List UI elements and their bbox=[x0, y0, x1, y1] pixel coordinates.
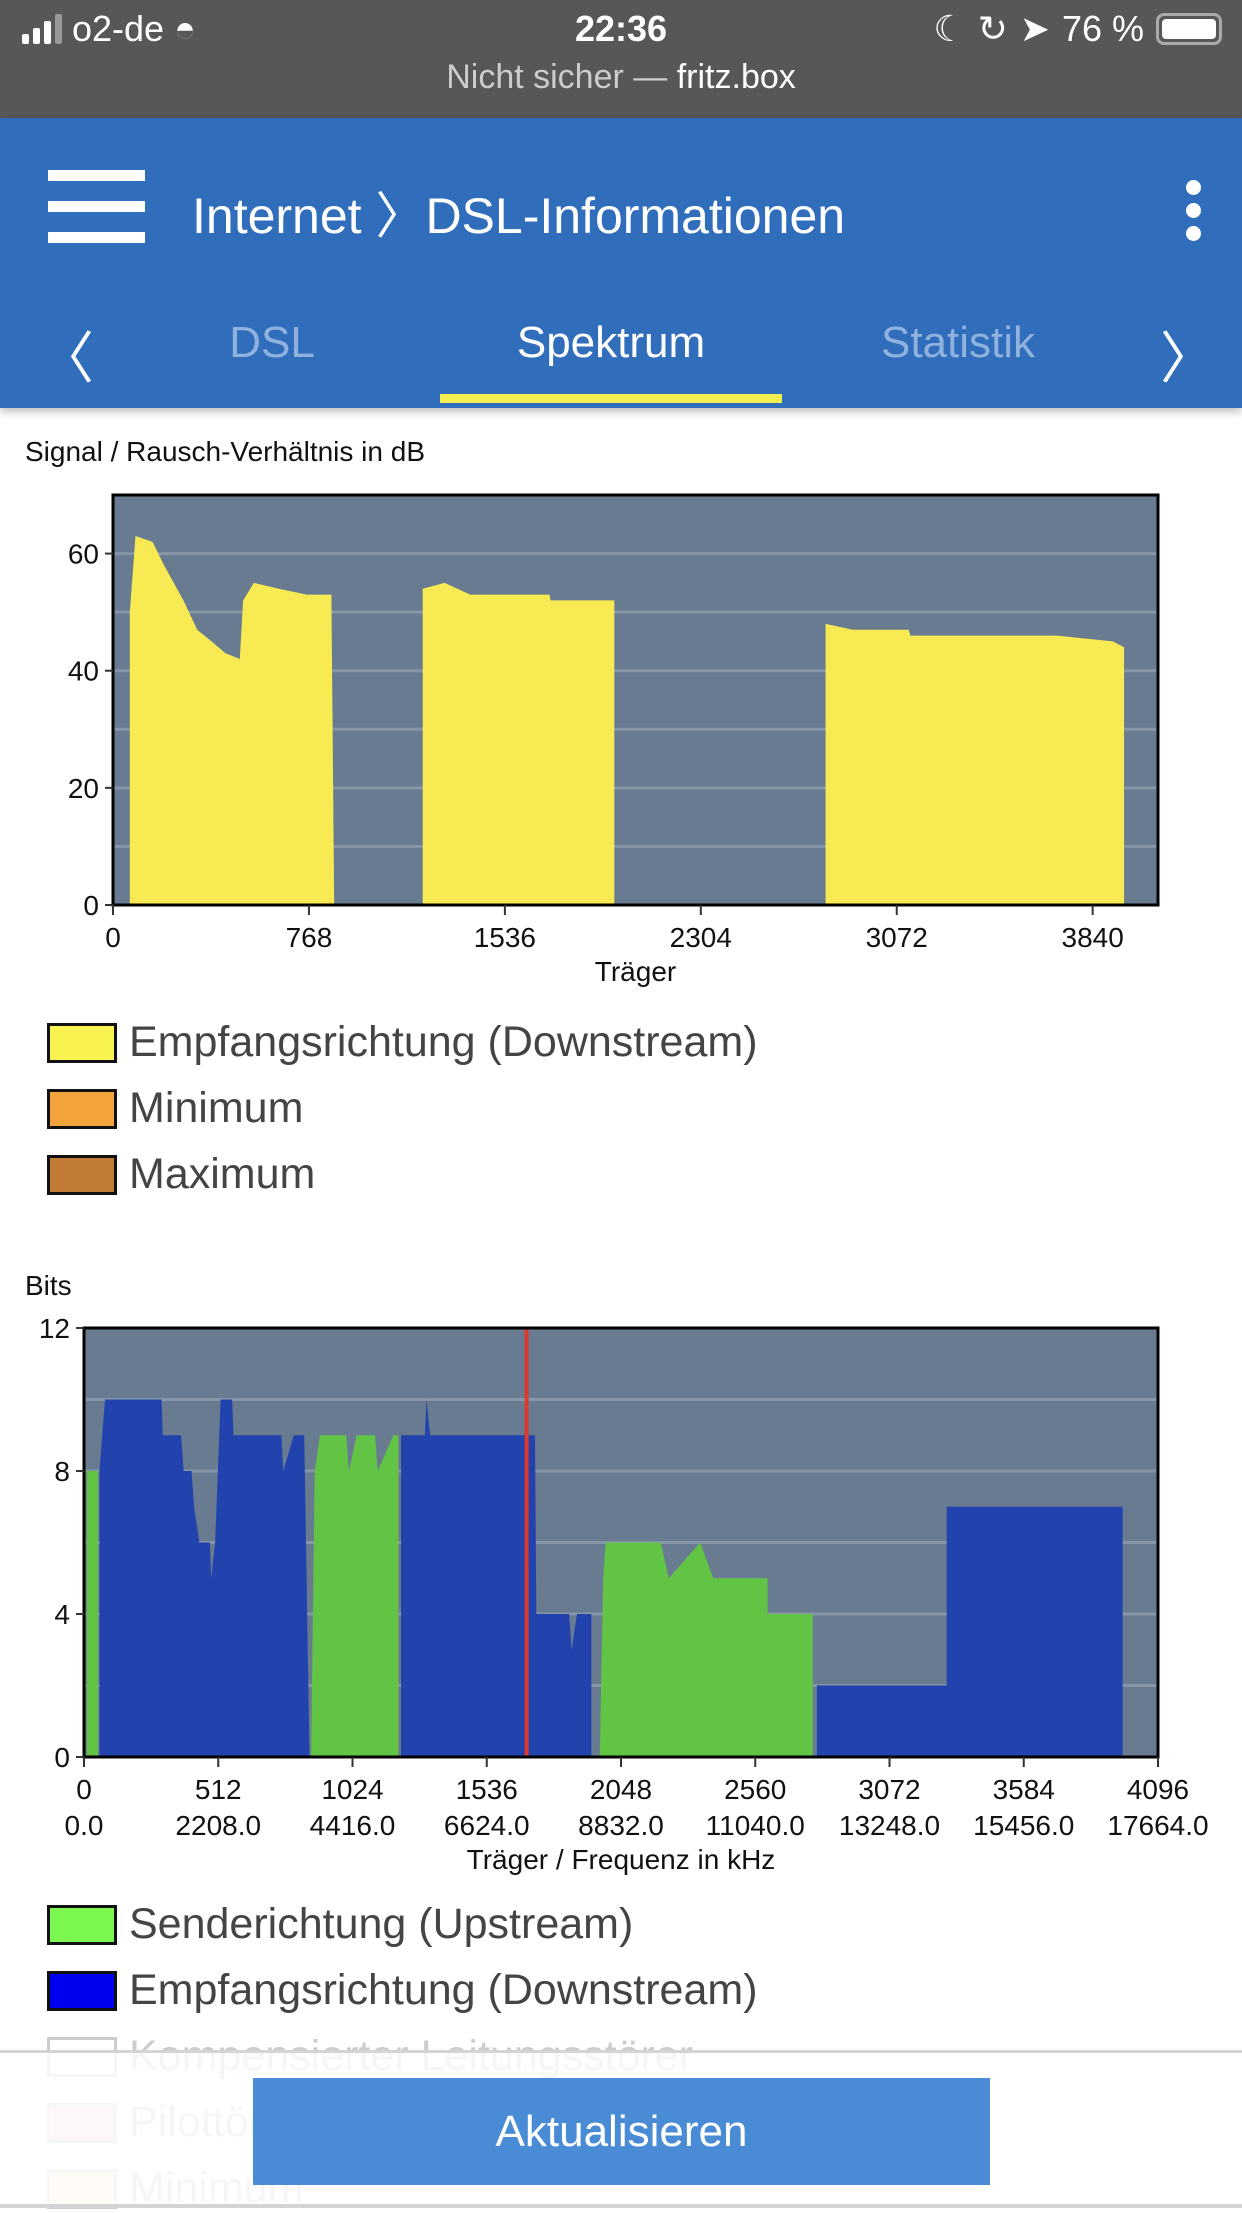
tab-dsl[interactable]: DSL bbox=[229, 318, 315, 367]
x-tick-label: 0 bbox=[105, 922, 121, 953]
x-tick-khz-label: 8832.0 bbox=[578, 1810, 664, 1841]
legend-label: Empfangsrichtung (Downstream) bbox=[129, 1018, 758, 1066]
x-tick-khz-label: 0.0 bbox=[65, 1810, 104, 1841]
wifi-icon: ◓ bbox=[174, 8, 196, 49]
status-icons: ☾ ↻ ➤ 76 % bbox=[933, 8, 1222, 50]
series-area-1 bbox=[816, 1506, 1123, 1757]
x-tick-label: 1024 bbox=[321, 1774, 383, 1805]
legend-swatch bbox=[47, 1088, 117, 1129]
security-label: Nicht sicher — bbox=[446, 58, 668, 96]
x-tick-label: 2048 bbox=[590, 1774, 652, 1805]
clock: 22:36 bbox=[574, 8, 668, 49]
series-area-0 bbox=[825, 623, 1125, 905]
y-tick-label: 40 bbox=[68, 656, 99, 687]
url-host: fritz.box bbox=[676, 58, 796, 96]
y-tick-label: 0 bbox=[54, 1742, 70, 1773]
x-tick-label: 0 bbox=[76, 1774, 92, 1805]
x-tick-label: 3072 bbox=[866, 922, 928, 953]
series-area-0 bbox=[86, 1471, 99, 1757]
y-tick-label: 60 bbox=[68, 539, 99, 570]
menu-icon[interactable] bbox=[48, 170, 145, 243]
x-tick-label: 1536 bbox=[456, 1774, 518, 1805]
legend-item: Empfangsrichtung (Downstream) bbox=[47, 1018, 758, 1067]
legend-label: Senderichtung (Upstream) bbox=[129, 1900, 634, 1948]
x-tick-label: 512 bbox=[195, 1774, 242, 1805]
legend-item: Minimum bbox=[47, 1084, 303, 1133]
x-tick-label: 3584 bbox=[993, 1774, 1055, 1805]
x-tick-label: 2304 bbox=[670, 922, 732, 953]
active-tab-indicator bbox=[440, 394, 782, 403]
x-tick-khz-label: 15456.0 bbox=[973, 1810, 1074, 1841]
more-options-icon[interactable] bbox=[1186, 180, 1202, 249]
legend-label: Empfangsrichtung (Downstream) bbox=[129, 1966, 758, 2014]
moon-icon: ☾ bbox=[933, 8, 966, 49]
battery-percent: 76 % bbox=[1061, 8, 1144, 49]
series-area-1 bbox=[401, 1399, 592, 1757]
location-icon: ➤ bbox=[1019, 8, 1050, 49]
x-tick-khz-label: 17664.0 bbox=[1107, 1810, 1208, 1841]
legend-swatch bbox=[47, 1970, 117, 2011]
x-axis-label: Träger bbox=[595, 956, 676, 987]
series-area-0 bbox=[311, 1435, 399, 1757]
x-tick-khz-label: 11040.0 bbox=[706, 1810, 805, 1841]
refresh-button[interactable]: Aktualisieren bbox=[253, 2078, 990, 2185]
carrier: o2-de ◓ bbox=[22, 8, 196, 50]
x-tick-label: 4096 bbox=[1127, 1774, 1189, 1805]
y-tick-label: 4 bbox=[54, 1599, 70, 1630]
y-tick-label: 8 bbox=[54, 1456, 70, 1487]
series-area-1 bbox=[99, 1399, 310, 1757]
tab-prev-icon[interactable]: 〈 bbox=[38, 327, 94, 390]
status-bar: o2-de ◓ 22:36 ☾ ↻ ➤ 76 % Nicht sicher — … bbox=[0, 0, 1242, 118]
breadcrumb: Internet 〉DSL-Informationen bbox=[192, 188, 846, 244]
legend-item: Senderichtung (Upstream) bbox=[47, 1900, 633, 1949]
plot-border bbox=[111, 493, 1160, 907]
snr-chart: 0 20 40 60 0 768 1536 2304 3072 3840 Träger bbox=[68, 493, 1160, 987]
rotation-lock-icon: ↻ bbox=[977, 8, 1008, 49]
legend-swatch bbox=[47, 1154, 117, 1195]
legend-label: Maximum bbox=[129, 1150, 316, 1198]
x-tick-label: 768 bbox=[286, 922, 333, 953]
legend-swatch bbox=[47, 1904, 117, 1945]
battery-icon bbox=[1156, 13, 1222, 45]
x-tick-khz-label: 6624.0 bbox=[444, 1810, 530, 1841]
x-tick-label: 1536 bbox=[474, 922, 536, 953]
app-header: Internet 〉DSL-Informationen 〈 DSL Spektr… bbox=[0, 118, 1242, 408]
carrier-name: o2-de bbox=[72, 8, 165, 49]
series-area-0 bbox=[422, 582, 615, 905]
tab-spektrum[interactable]: Spektrum bbox=[516, 318, 706, 367]
bits-chart-title: Bits bbox=[25, 1270, 72, 1301]
y-tick-label: 12 bbox=[39, 1313, 70, 1344]
x-tick-khz-label: 2208.0 bbox=[175, 1810, 261, 1841]
footer-bar: Aktualisieren bbox=[0, 2050, 1242, 2208]
y-tick-label: 20 bbox=[68, 773, 99, 804]
series-area-0 bbox=[129, 536, 335, 905]
signal-icon bbox=[22, 14, 62, 44]
x-tick-khz-label: 4416.0 bbox=[310, 1810, 396, 1841]
legend-swatch bbox=[47, 1022, 117, 1063]
bits-chart: 0 4 8 12 0 0.0 512 2208.0 1024 4416.0 1536 6624.0 20… bbox=[39, 1313, 1209, 1875]
x-tick-label: 3840 bbox=[1062, 922, 1124, 953]
legend-item: Maximum bbox=[47, 1150, 315, 1199]
snr-chart-title: Signal / Rausch-Verhältnis in dB bbox=[25, 436, 425, 467]
url-bar[interactable]: Nicht sicher — fritz.box bbox=[0, 58, 1242, 97]
series-area-0 bbox=[599, 1542, 813, 1757]
legend-label: Minimum bbox=[129, 1084, 304, 1132]
legend-item: Empfangsrichtung (Downstream) bbox=[47, 1966, 758, 2015]
y-tick-label: 0 bbox=[83, 890, 99, 921]
x-tick-khz-label: 13248.0 bbox=[839, 1810, 940, 1841]
tab-next-icon[interactable]: 〉 bbox=[1160, 327, 1216, 390]
x-tick-label: 3072 bbox=[858, 1774, 920, 1805]
x-tick-label: 2560 bbox=[724, 1774, 786, 1805]
tab-statistik[interactable]: Statistik bbox=[880, 318, 1036, 367]
x-axis-label: Träger / Frequenz in kHz bbox=[467, 1844, 776, 1875]
